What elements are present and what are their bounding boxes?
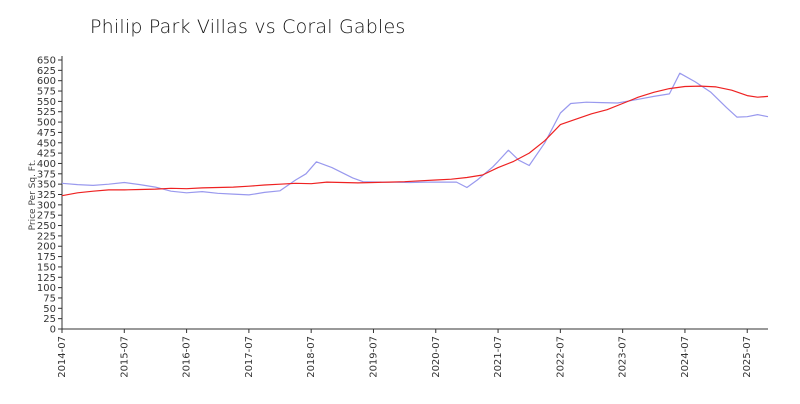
x-tick-label: 2016-07 — [182, 336, 193, 378]
y-tick-label: 425 — [37, 149, 56, 160]
y-tick-label: 375 — [37, 169, 56, 180]
y-tick-label: 350 — [37, 180, 56, 191]
y-tick-label: 325 — [37, 190, 56, 201]
y-tick-label: 300 — [37, 200, 56, 211]
x-tick-label: 2015-07 — [119, 336, 130, 378]
y-tick-label: 275 — [37, 211, 56, 222]
y-tick-label: 75 — [43, 293, 56, 304]
x-tick-label: 2014-07 — [57, 336, 68, 378]
x-tick-label: 2024-07 — [680, 336, 691, 378]
y-tick-label: 500 — [37, 118, 56, 129]
y-tick-label: 25 — [43, 314, 56, 325]
series-line-1 — [61, 72, 769, 196]
y-tick-label: 50 — [43, 304, 56, 315]
y-tick-label: 525 — [37, 107, 56, 118]
y-tick-label: 100 — [37, 283, 56, 294]
y-tick-label: 600 — [37, 76, 56, 87]
x-tick-label: 2023-07 — [618, 336, 629, 378]
x-tick-label: 2017-07 — [244, 336, 255, 378]
y-tick-label: 400 — [37, 159, 56, 170]
y-tick-label: 200 — [37, 242, 56, 253]
y-tick-label: 225 — [37, 231, 56, 242]
y-tick-label: 575 — [37, 87, 56, 98]
series-line-2 — [61, 85, 769, 197]
y-tick-label: 250 — [37, 221, 56, 232]
y-tick-label: 550 — [37, 97, 56, 108]
y-tick-label: 125 — [37, 273, 56, 284]
chart-title: Philip Park Villas vs Coral Gables — [90, 16, 406, 38]
x-tick-label: 2018-07 — [306, 336, 317, 378]
plot-area: 0255075100125150175200225250275300325350… — [28, 56, 769, 378]
x-tick-label: 2025-07 — [742, 336, 753, 378]
x-tick-label: 2019-07 — [368, 336, 379, 378]
y-tick-label: 0 — [50, 325, 56, 336]
y-tick-label: 475 — [37, 128, 56, 139]
x-tick-label: 2021-07 — [493, 336, 504, 378]
y-tick-label: 450 — [37, 138, 56, 149]
x-tick-label: 2020-07 — [431, 336, 442, 378]
y-tick-label: 625 — [37, 66, 56, 77]
y-tick-label: 150 — [37, 262, 56, 273]
y-axis-title: Price Per Sq. Ft. — [28, 160, 38, 231]
y-tick-label: 175 — [37, 252, 56, 263]
y-tick-label: 650 — [37, 56, 56, 67]
x-tick-label: 2022-07 — [555, 336, 566, 378]
